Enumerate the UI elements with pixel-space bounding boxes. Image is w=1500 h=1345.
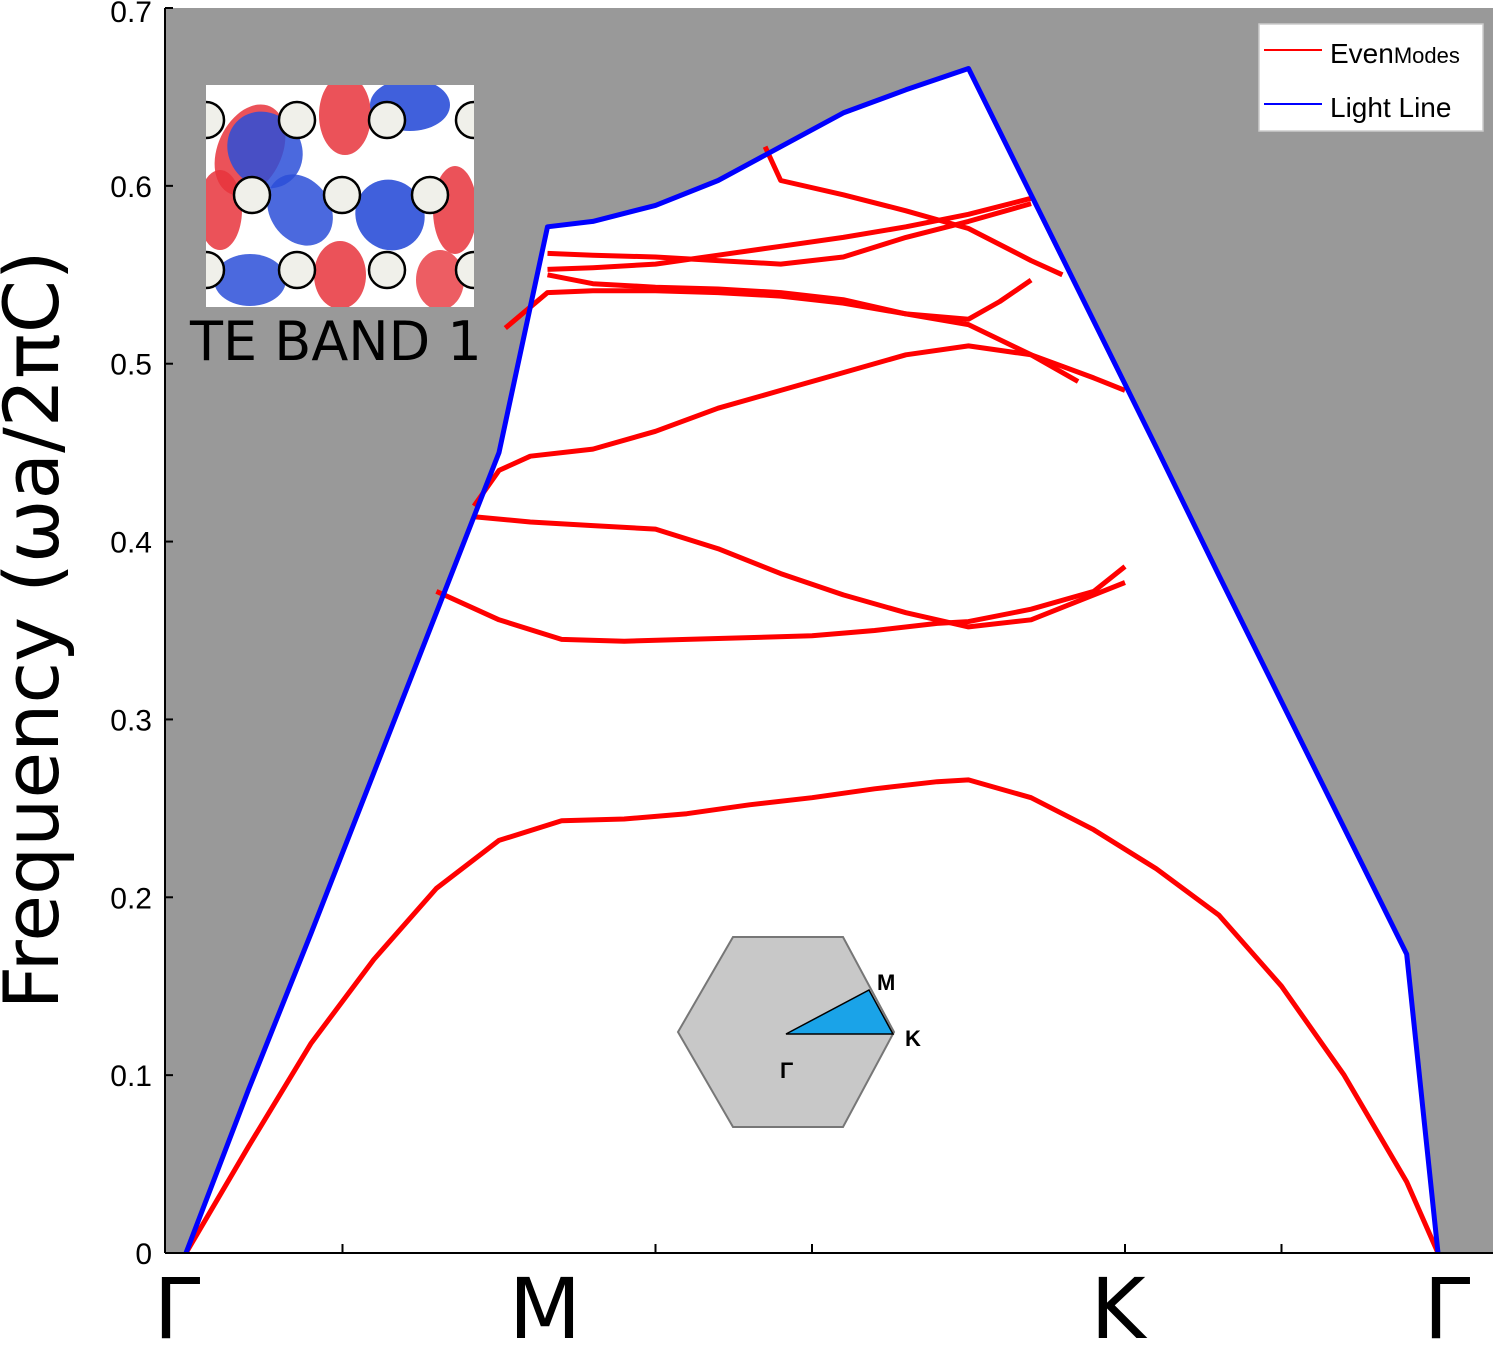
field-lobe xyxy=(355,179,425,251)
even-mode-band-8 xyxy=(547,195,1032,272)
even-mode-band-9 xyxy=(762,145,1064,278)
y-tick-label: 0.4 xyxy=(110,527,152,560)
field-map-caption: TE BAND 1 xyxy=(189,310,482,373)
field-lobe xyxy=(267,174,333,246)
irreducible-wedge xyxy=(785,988,895,1035)
x-symmetry-label: Γ xyxy=(1424,1260,1471,1345)
legend: EvenModes Light Line xyxy=(1258,23,1484,132)
x-symmetry-label: Γ xyxy=(154,1260,201,1345)
y-axis-ticks: 0 0.1 0.2 0.3 0.4 0.5 0.6 0.7 xyxy=(110,0,173,1271)
even-mode-band-2 xyxy=(435,564,1127,644)
light-line-series xyxy=(183,66,1441,1254)
bz-label-m: M xyxy=(877,970,895,995)
below-light-cone-region xyxy=(186,68,1438,1253)
y-tick-label: 0.7 xyxy=(110,0,152,29)
field-map-inset xyxy=(206,85,474,307)
field-lobe xyxy=(314,241,366,307)
y-axis-label: Frequency (ωa/2πC) xyxy=(0,250,76,1009)
even-mode-bands xyxy=(183,145,1441,1253)
bz-label-gamma: Γ xyxy=(780,1058,793,1083)
legend-label-even-modes: EvenModes xyxy=(1330,38,1460,69)
y-tick-label: 0.2 xyxy=(110,882,152,915)
brillouin-zone-inset: M K Γ xyxy=(676,936,921,1128)
air-holes xyxy=(206,100,474,290)
x-symmetry-label: K xyxy=(1090,1260,1147,1345)
even-mode-band-5 xyxy=(503,288,1080,384)
even-mode-band-3 xyxy=(473,514,1126,630)
field-lobe xyxy=(319,85,371,155)
y-tick-label: 0.3 xyxy=(110,704,152,737)
x-symmetry-label: M xyxy=(509,1260,581,1345)
y-tick-label: 0.6 xyxy=(110,171,152,204)
bz-label-k: K xyxy=(905,1026,921,1051)
field-lobe xyxy=(416,250,464,307)
field-lobe xyxy=(206,170,242,250)
y-tick-label: 0.5 xyxy=(110,349,152,382)
legend-box xyxy=(1258,23,1484,132)
field-lobe xyxy=(214,254,286,306)
y-tick-label: 0.1 xyxy=(110,1060,152,1093)
even-mode-band-7 xyxy=(547,201,1032,267)
brillouin-hexagon xyxy=(676,936,896,1128)
even-mode-band-6 xyxy=(547,272,1033,322)
y-tick-label: 0 xyxy=(135,1238,152,1271)
legend-label-light-line: Light Line xyxy=(1330,92,1451,123)
even-mode-band-1 xyxy=(183,777,1441,1253)
